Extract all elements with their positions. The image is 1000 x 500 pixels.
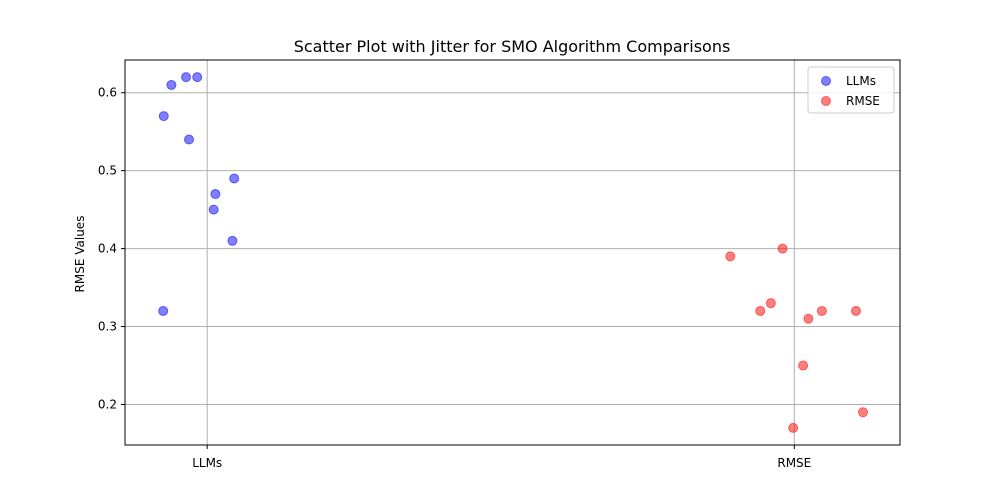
data-point — [755, 305, 766, 316]
legend-marker — [821, 96, 831, 106]
data-point — [158, 305, 169, 316]
y-tick-label: 0.3 — [98, 320, 117, 334]
data-point — [158, 111, 169, 122]
legend: LLMs RMSE — [807, 66, 895, 114]
data-point — [850, 305, 861, 316]
axis-ticks: 0.2 0.3 0.4 0.5 0.6 LLMs RMSE — [98, 86, 811, 470]
data-point — [858, 407, 869, 418]
data-point — [183, 134, 194, 145]
legend-marker — [821, 76, 831, 86]
data-point — [788, 422, 799, 433]
data-point — [166, 79, 177, 90]
data-point — [229, 173, 240, 184]
data-point — [725, 251, 736, 262]
data-point — [181, 72, 192, 83]
data-point — [227, 235, 238, 246]
x-tick-label: RMSE — [777, 456, 811, 470]
x-tick-label: LLMs — [192, 456, 222, 470]
data-point — [765, 298, 776, 309]
data-point — [803, 313, 814, 324]
legend-label: LLMs — [846, 74, 876, 88]
plot-frame — [124, 59, 901, 446]
data-point — [192, 72, 203, 83]
y-tick-label: 0.4 — [98, 242, 117, 256]
legend-label: RMSE — [846, 94, 880, 108]
data-point — [777, 243, 788, 254]
data-points — [158, 72, 869, 433]
chart-title: Scatter Plot with Jitter for SMO Algorit… — [294, 37, 731, 56]
data-point — [798, 360, 809, 371]
y-axis-label: RMSE Values — [73, 216, 87, 293]
y-tick-label: 0.6 — [98, 86, 117, 100]
y-tick-label: 0.5 — [98, 164, 117, 178]
grid — [125, 60, 900, 445]
data-point — [816, 305, 827, 316]
y-tick-label: 0.2 — [98, 397, 117, 411]
data-point — [210, 189, 221, 200]
data-point — [208, 204, 219, 215]
